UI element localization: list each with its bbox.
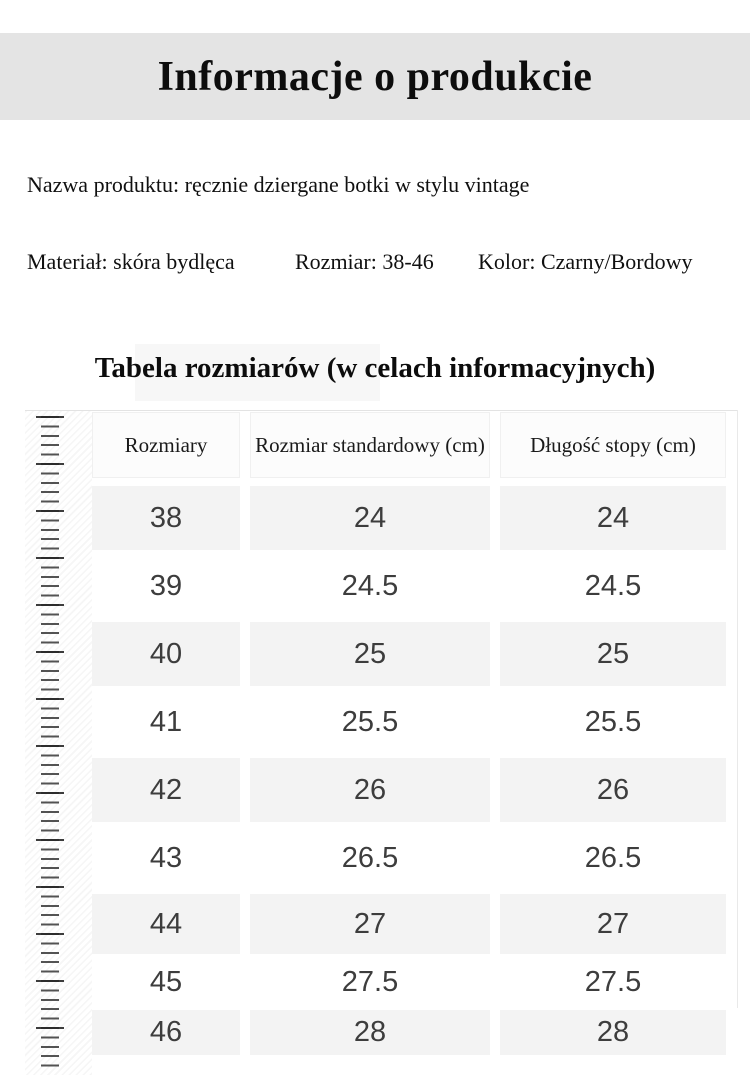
table-row: 43 26.5 26.5 <box>0 824 750 892</box>
cell-foot: 25.5 <box>584 705 642 738</box>
cell-standard: 25.5 <box>341 705 399 738</box>
spec-size: Rozmiar: 38-46 <box>295 249 434 274</box>
cell-foot: 24.5 <box>584 569 642 602</box>
cell-foot: 27.5 <box>584 965 642 998</box>
cell-size: 46 <box>92 1010 240 1055</box>
page-title: Informacje o produkcie <box>157 53 593 100</box>
spec-color: Kolor: Czarny/Bordowy <box>478 249 693 274</box>
cell-foot: 26.5 <box>584 841 642 874</box>
cell-standard: 24.5 <box>341 569 399 602</box>
cell-standard: 26 <box>250 758 490 822</box>
cell-standard: 25 <box>250 622 490 686</box>
cell-size: 38 <box>92 486 240 550</box>
page-title-band: Informacje o produkcie <box>0 33 750 120</box>
table-row: 45 27.5 27.5 <box>0 956 750 1008</box>
cell-standard: 26.5 <box>341 841 399 874</box>
header-cell-sizes: Rozmiary <box>92 412 240 478</box>
table-row: 39 24.5 24.5 <box>0 552 750 620</box>
cell-size: 43 <box>149 841 183 874</box>
cell-size: 44 <box>92 894 240 954</box>
size-table-header-row: Rozmiary Rozmiar standardowy (cm) Długoś… <box>0 412 750 480</box>
cell-size: 41 <box>149 705 183 738</box>
cell-size: 42 <box>92 758 240 822</box>
cell-foot: 25 <box>500 622 726 686</box>
cell-foot: 24 <box>500 486 726 550</box>
table-top-border <box>25 410 738 411</box>
header-cell-foot-length: Długość stopy (cm) <box>500 412 726 478</box>
cell-standard: 27 <box>250 894 490 954</box>
cell-size: 45 <box>149 965 183 998</box>
table-title-highlight <box>135 344 380 401</box>
header-cell-standard-size: Rozmiar standardowy (cm) <box>250 412 490 478</box>
table-row: 41 25.5 25.5 <box>0 688 750 756</box>
cell-foot: 26 <box>500 758 726 822</box>
cell-foot: 27 <box>500 894 726 954</box>
ruler-graphic <box>36 416 64 1068</box>
table-row: 46 28 28 <box>0 1008 750 1057</box>
table-row: 42 26 26 <box>0 756 750 824</box>
cell-standard: 27.5 <box>341 965 399 998</box>
table-right-border <box>737 410 738 1008</box>
cell-standard: 24 <box>250 486 490 550</box>
cell-size: 40 <box>92 622 240 686</box>
cell-standard: 28 <box>250 1010 490 1055</box>
size-table-title: Tabela rozmiarów (w celach informacyjnyc… <box>94 352 656 384</box>
table-row: 44 27 27 <box>0 892 750 956</box>
table-row: 38 24 24 <box>0 484 750 552</box>
product-name-line: Nazwa produktu: ręcznie dziergane botki … <box>27 172 530 197</box>
spec-material: Materiał: skóra bydlęca <box>27 249 235 274</box>
cell-size: 39 <box>149 569 183 602</box>
table-row: 40 25 25 <box>0 620 750 688</box>
cell-foot: 28 <box>500 1010 726 1055</box>
size-table-body: 38 24 24 39 24.5 24.5 40 25 25 41 25.5 2… <box>0 484 750 1057</box>
